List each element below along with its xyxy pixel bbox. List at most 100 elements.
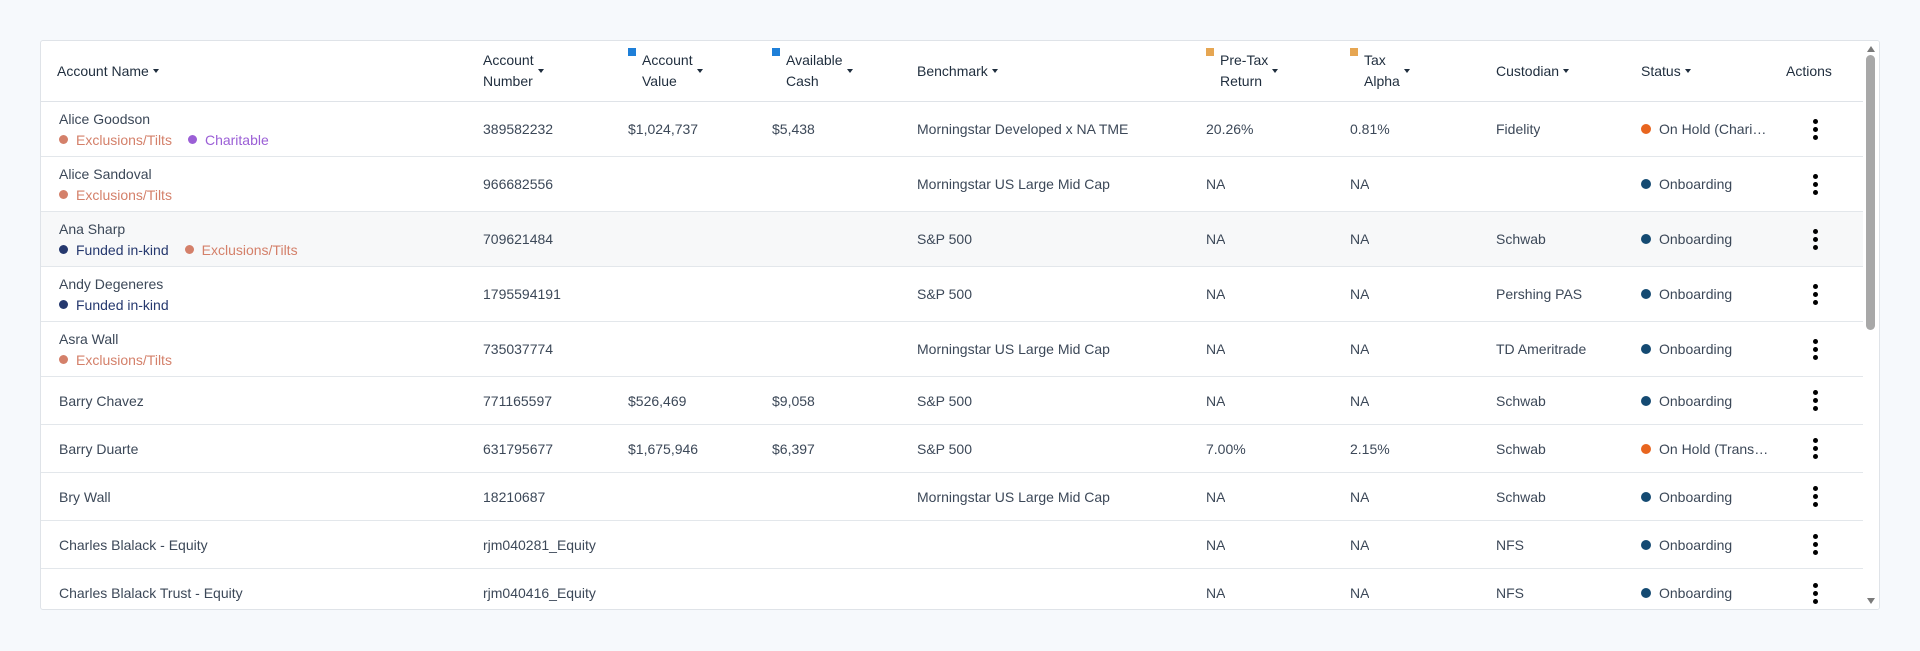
col-account-number-label-2: Number — [483, 73, 533, 89]
actions-cell — [1805, 425, 1825, 472]
table-row[interactable]: Andy Degeneres Funded in-kind 1795594191… — [41, 267, 1865, 322]
tag-charitable: Charitable — [187, 130, 269, 150]
status-cell: Onboarding — [1641, 377, 1732, 424]
account-value-marker-icon — [628, 48, 636, 56]
col-account-name[interactable]: Account Name — [57, 41, 159, 101]
table-row[interactable]: Alice Sandoval Exclusions/Tilts 96668255… — [41, 157, 1865, 212]
account-number: 389582232 — [483, 121, 554, 137]
col-pretax-label-1: Pre-Tax — [1220, 52, 1269, 68]
actions-cell — [1805, 473, 1825, 520]
benchmark: Morningstar Developed x NA TME — [917, 121, 1129, 137]
col-status[interactable]: Status — [1641, 41, 1691, 101]
account-name-cell: Alice Sandoval Exclusions/Tilts — [59, 157, 188, 211]
tax-alpha: NA — [1350, 176, 1370, 192]
table-row[interactable]: Bry Wall 18210687 Morningstar US Large M… — [41, 473, 1865, 521]
available-cash-marker-icon — [772, 48, 780, 56]
account-name-cell: Andy Degeneres Funded in-kind — [59, 267, 185, 321]
sort-caret-icon — [1403, 69, 1410, 73]
more-actions-icon[interactable] — [1805, 279, 1825, 309]
status-cell: Onboarding — [1641, 521, 1732, 568]
more-actions-icon[interactable] — [1805, 334, 1825, 364]
col-tax-alpha[interactable]: Tax Alpha — [1350, 41, 1410, 101]
status-dot-icon — [1641, 539, 1651, 550]
vertical-scrollbar[interactable] — [1863, 41, 1879, 609]
table-row[interactable]: Charles Blalack Trust - Equity rjm040416… — [41, 569, 1865, 609]
pretax-return: NA — [1206, 341, 1226, 357]
col-custodian[interactable]: Custodian — [1496, 41, 1570, 101]
col-account-number-label-1: Account — [483, 52, 534, 68]
actions-cell — [1805, 212, 1825, 266]
table-row[interactable]: Charles Blalack - Equity rjm040281_Equit… — [41, 521, 1865, 569]
pretax-marker-icon — [1206, 48, 1214, 56]
tag-funded-in-kind: Funded in-kind — [59, 295, 169, 315]
tag-label: Exclusions/Tilts — [76, 186, 172, 203]
more-actions-icon[interactable] — [1805, 114, 1825, 144]
col-account-value[interactable]: Account Value — [628, 41, 703, 101]
status-dot-icon — [1641, 443, 1651, 454]
status-cell: Onboarding — [1641, 267, 1732, 321]
status-badge: Onboarding — [1659, 176, 1733, 192]
more-actions-icon[interactable] — [1805, 169, 1825, 199]
scroll-up-icon[interactable] — [1867, 46, 1875, 52]
col-available-cash[interactable]: Available Cash — [772, 41, 853, 101]
more-actions-icon[interactable] — [1805, 578, 1825, 608]
table-row[interactable]: Ana Sharp Funded in-kind Exclusions/Tilt… — [41, 212, 1865, 267]
tax-alpha: NA — [1350, 392, 1370, 409]
account-tags: Exclusions/Tilts Charitable — [59, 130, 285, 150]
status-dot-icon — [1641, 179, 1651, 189]
actions-cell — [1805, 377, 1825, 424]
col-account-number[interactable]: Account Number — [483, 41, 544, 101]
col-actions: Actions — [1786, 41, 1832, 101]
sort-caret-icon — [152, 69, 159, 73]
status-badge: Onboarding — [1659, 536, 1733, 553]
status-badge: Onboarding — [1659, 231, 1733, 247]
scroll-down-icon[interactable] — [1867, 598, 1875, 604]
status-badge: Onboarding — [1659, 341, 1733, 357]
actions-cell — [1805, 267, 1825, 321]
col-status-label: Status — [1641, 62, 1681, 79]
account-name: Charles Blalack Trust - Equity — [59, 585, 243, 601]
table-row[interactable]: Asra Wall Exclusions/Tilts 735037774 Mor… — [41, 322, 1865, 377]
account-name-cell: Alice Goodson Exclusions/Tilts Charitabl… — [59, 102, 285, 156]
more-actions-icon[interactable] — [1805, 530, 1825, 560]
pretax-return: 7.00% — [1206, 440, 1246, 457]
table-row[interactable]: Barry Chavez 771165597 $526,469 $9,058 S… — [41, 377, 1865, 425]
col-pretax-return[interactable]: Pre-Tax Return — [1206, 41, 1279, 101]
account-value: $1,024,737 — [628, 121, 699, 137]
status-dot-icon — [1641, 588, 1651, 598]
col-benchmark[interactable]: Benchmark — [917, 41, 998, 101]
scrollbar-thumb[interactable] — [1866, 55, 1875, 330]
more-actions-icon[interactable] — [1805, 386, 1825, 416]
account-number: rjm040281_Equity — [483, 536, 596, 553]
tag-dot-icon — [59, 355, 68, 364]
status-dot-icon — [1641, 344, 1651, 354]
more-actions-icon[interactable] — [1805, 434, 1825, 464]
account-tags: Funded in-kind Exclusions/Tilts — [59, 240, 314, 260]
more-actions-icon[interactable] — [1805, 224, 1825, 254]
account-tags: Exclusions/Tilts — [59, 350, 188, 370]
account-number: rjm040416_Equity — [483, 585, 596, 601]
actions-cell — [1805, 157, 1825, 211]
pretax-return: NA — [1206, 231, 1226, 247]
pretax-return: NA — [1206, 392, 1226, 409]
tax-alpha: NA — [1350, 231, 1370, 247]
status-badge: Onboarding — [1659, 488, 1733, 505]
status-cell: Onboarding — [1641, 212, 1732, 266]
account-number: 966682556 — [483, 176, 554, 192]
more-actions-icon[interactable] — [1805, 482, 1825, 512]
table-row[interactable]: Barry Duarte 631795677 $1,675,946 $6,397… — [41, 425, 1865, 473]
tax-alpha-marker-icon — [1350, 48, 1358, 56]
tag-label: Funded in-kind — [76, 296, 169, 313]
account-name: Barry Duarte — [59, 440, 139, 457]
col-benchmark-label: Benchmark — [917, 62, 988, 79]
account-name: Asra Wall — [59, 330, 119, 347]
custodian: Pershing PAS — [1496, 286, 1583, 302]
account-name: Andy Degeneres — [59, 275, 164, 292]
table-row[interactable]: Alice Goodson Exclusions/Tilts Charitabl… — [41, 102, 1865, 157]
account-name: Alice Goodson — [59, 110, 151, 127]
sort-caret-icon — [991, 69, 998, 73]
tag-dot-icon — [59, 300, 68, 309]
pretax-return: NA — [1206, 536, 1226, 553]
status-badge: Onboarding — [1659, 286, 1733, 302]
col-tax-alpha-label-1: Tax — [1364, 52, 1386, 68]
